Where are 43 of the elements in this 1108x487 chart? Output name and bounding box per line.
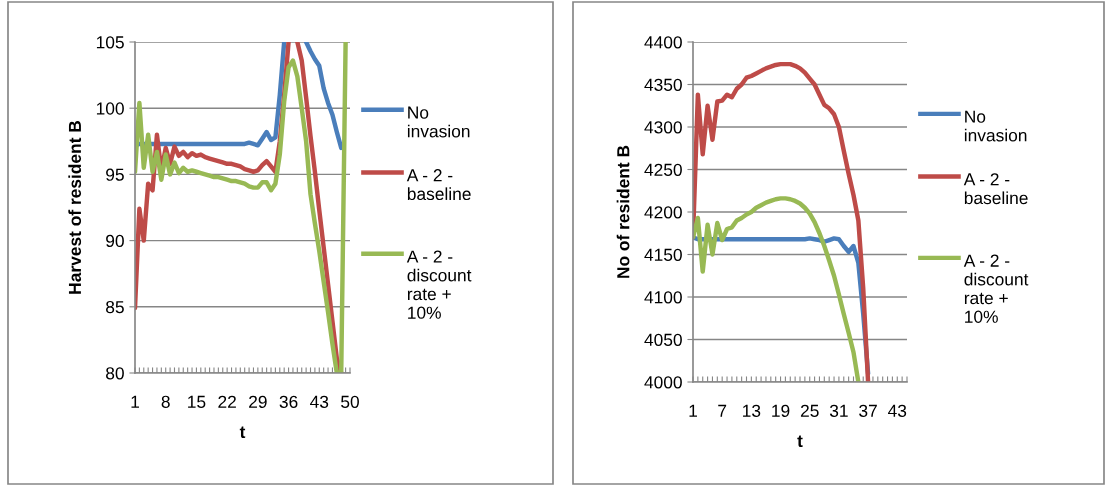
legend-label: No invasion (407, 106, 470, 138)
x-tick-label: 37 (859, 404, 877, 417)
y-tick-label: 95 (106, 168, 124, 181)
x-tick-label: 22 (218, 395, 236, 408)
x-tick-label: 7 (718, 404, 727, 417)
x-tick-label: 43 (310, 395, 329, 408)
x-tick-label: 1 (689, 404, 697, 417)
x-tick-label: 15 (188, 395, 206, 408)
line-series (693, 196, 861, 382)
legend-label: A - 2 - discount rate + 10% (406, 250, 472, 319)
x-tick-label: 50 (341, 395, 359, 408)
y-tick-label: 4300 (644, 121, 682, 134)
y-tick-label: 4350 (644, 78, 682, 91)
y-axis-title: Harvest of resident B (68, 120, 82, 294)
y-tick-label: 85 (106, 300, 124, 314)
x-tick-label: 31 (829, 404, 848, 417)
x-axis-title: t (797, 435, 803, 448)
y-tick-label: 4100 (644, 291, 682, 304)
y-tick-label: 105 (96, 36, 124, 49)
y-tick-label: 4400 (644, 36, 682, 49)
x-tick-label: 43 (888, 404, 907, 417)
x-tick-label: 29 (249, 395, 267, 408)
y-axis-title: No of resident B (616, 145, 630, 278)
y-tick-label: 90 (106, 234, 124, 248)
legend-label: A - 2 - baseline (406, 169, 471, 201)
y-tick-label: 4250 (644, 163, 682, 176)
x-tick-label: 1 (131, 395, 139, 408)
legend-label: A - 2 - discount rate + 10% (963, 254, 1029, 323)
line-series (693, 61, 871, 382)
legend-label: A - 2 - baseline (963, 173, 1028, 205)
x-tick-label: 36 (279, 395, 298, 408)
legend-label: No invasion (964, 110, 1027, 142)
x-tick-label: 19 (772, 404, 790, 417)
y-tick-label: 100 (96, 102, 124, 115)
y-tick-label: 4000 (644, 376, 682, 389)
y-tick-label: 4050 (644, 333, 682, 346)
x-tick-label: 8 (161, 395, 170, 408)
x-tick-label: 13 (743, 404, 761, 417)
x-axis-title: t (239, 426, 246, 439)
y-tick-label: 80 (106, 367, 124, 380)
y-tick-label: 4200 (644, 206, 682, 219)
x-tick-label: 25 (800, 404, 819, 417)
y-tick-label: 4150 (644, 248, 682, 261)
